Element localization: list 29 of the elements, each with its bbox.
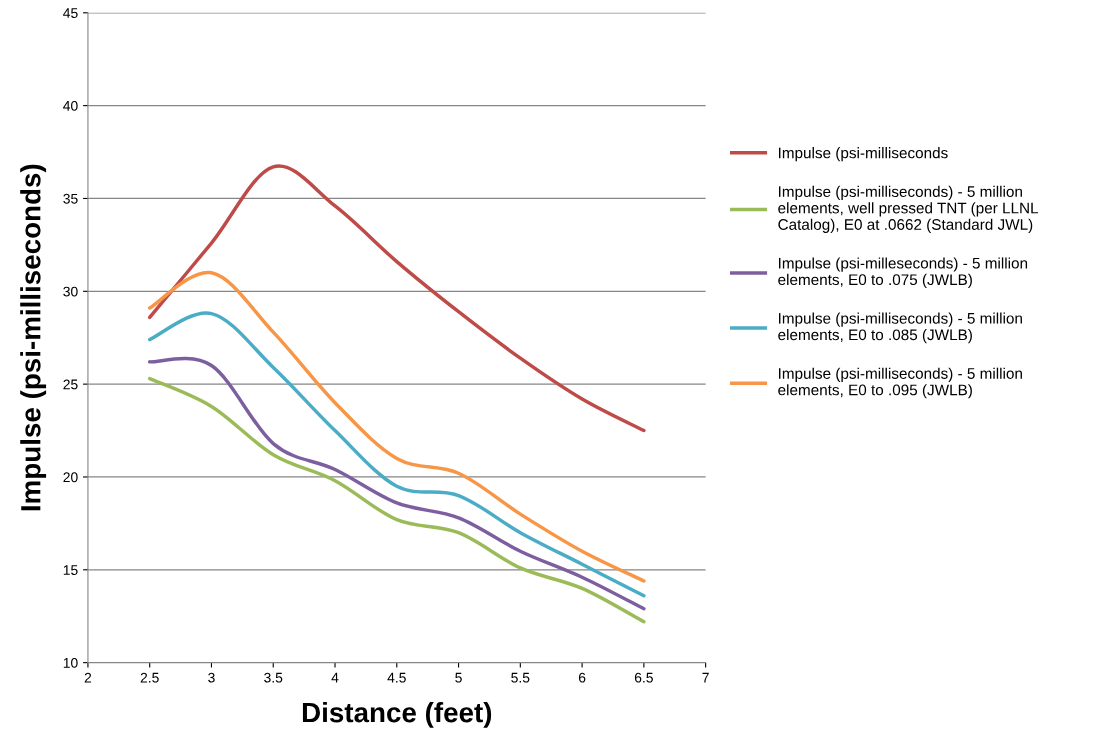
legend-label: Impulse (psi-milliseconds) - 5 million elements, well pressed TNT (per LLNL Catalog), E0 at .0662 (Standard JWL): [778, 185, 1039, 233]
x-tick-label: 3.5: [264, 672, 283, 683]
y-tick-label: 20: [63, 472, 78, 483]
legend-label: Impulse (psi-milliseconds) - 5 million elements, E0 to .085 (JWLB): [778, 312, 1022, 344]
y-tick-label: 15: [63, 565, 78, 575]
y-tick-label: 35: [63, 193, 78, 204]
x-tick-label: 4.5: [387, 672, 406, 683]
y-tick-label: 40: [63, 100, 78, 111]
x-tick-label: 5.5: [511, 672, 530, 683]
x-tick-label: 2.5: [140, 672, 159, 683]
x-axis-title: Distance (feet): [302, 701, 492, 728]
line-series: [147, 270, 646, 583]
x-tick-label: 2: [84, 672, 92, 683]
y-tick-label: 25: [63, 379, 78, 390]
x-tick-label: 6.5: [634, 672, 653, 683]
y-tick-label: 10: [63, 657, 78, 668]
x-tick-label: 4: [331, 672, 339, 683]
y-tick-label: 45: [63, 8, 78, 18]
y-tick-label: 30: [63, 286, 78, 297]
x-tick-label: 7: [702, 672, 709, 683]
x-tick-label: 5: [455, 672, 462, 683]
legend-label: Impulse (psi-milleseconds) - 5 million elements, E0 to .075 (JWLB): [778, 257, 1028, 289]
x-tick-label: 3: [208, 672, 215, 683]
legend-label: Impulse (psi-milliseconds) - 5 million elements, E0 to .095 (JWLB): [778, 367, 1022, 399]
legend-label: Impulse (psi-milliseconds: [778, 147, 948, 162]
y-axis-title: Impulse (psi-milliseconds): [20, 164, 47, 511]
line-series: [147, 311, 646, 598]
x-tick-label: 6: [578, 672, 586, 683]
line-series: [147, 164, 646, 433]
